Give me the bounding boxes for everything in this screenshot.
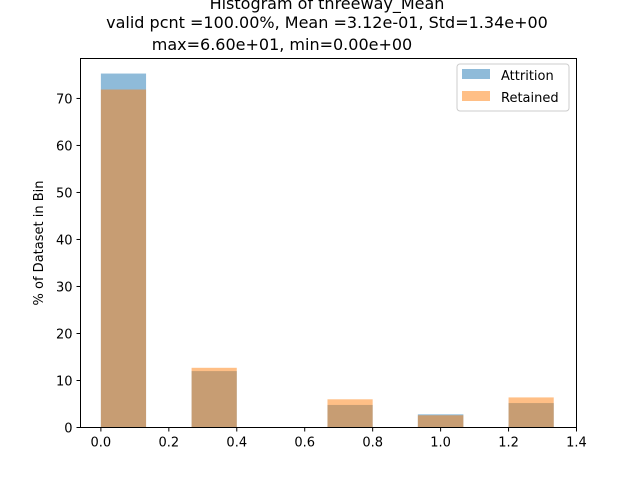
x-tick-label: 0.0 xyxy=(91,436,112,451)
bar-retained-4 xyxy=(508,397,554,428)
chart-title-line-1: Histogram of threeway_Mean xyxy=(210,0,445,14)
plot-frame xyxy=(80,58,577,428)
x-axis-ticks: 0.0 0.2 0.4 0.6 0.8 1.0 1.2 1.4 xyxy=(91,427,587,451)
x-tick-label: 1.2 xyxy=(498,436,519,451)
y-tick-label: 20 xyxy=(56,327,73,342)
legend-label-retained: Retained xyxy=(501,91,559,106)
y-tick-label: 40 xyxy=(56,233,73,248)
x-tick-label: 1.4 xyxy=(566,436,587,451)
y-axis-label: % of Dataset in Bin xyxy=(32,181,47,306)
x-tick-label: 0.6 xyxy=(294,436,315,451)
bar-retained-0 xyxy=(100,89,147,428)
legend: Attrition Retained xyxy=(456,63,570,112)
x-tick-label: 0.8 xyxy=(362,436,383,451)
chart-title-line-3: max=6.60e+01, min=0.00e+00 xyxy=(152,35,412,54)
bar-retained-3 xyxy=(417,415,464,428)
x-tick-label: 0.4 xyxy=(226,436,247,451)
y-tick-label: 0 xyxy=(64,422,72,437)
y-tick-label: 60 xyxy=(56,139,73,154)
y-tick-label: 70 xyxy=(56,92,73,107)
legend-swatch-attrition xyxy=(462,69,490,79)
bar-retained-2 xyxy=(327,399,373,428)
y-axis-ticks: 0 10 20 30 40 50 60 70 xyxy=(56,92,81,437)
y-tick-label: 50 xyxy=(56,186,73,201)
x-tick-label: 0.2 xyxy=(158,436,179,451)
y-tick-label: 30 xyxy=(56,280,73,295)
legend-label-attrition: Attrition xyxy=(501,69,554,84)
bars-layer xyxy=(100,73,554,428)
y-tick-label: 10 xyxy=(56,374,73,389)
bar-retained-1 xyxy=(191,367,237,428)
x-tick-label: 1.0 xyxy=(430,436,451,451)
legend-swatch-retained xyxy=(462,91,490,101)
chart-title-line-2: valid pcnt =100.00%, Mean =3.12e-01, Std… xyxy=(106,13,548,32)
